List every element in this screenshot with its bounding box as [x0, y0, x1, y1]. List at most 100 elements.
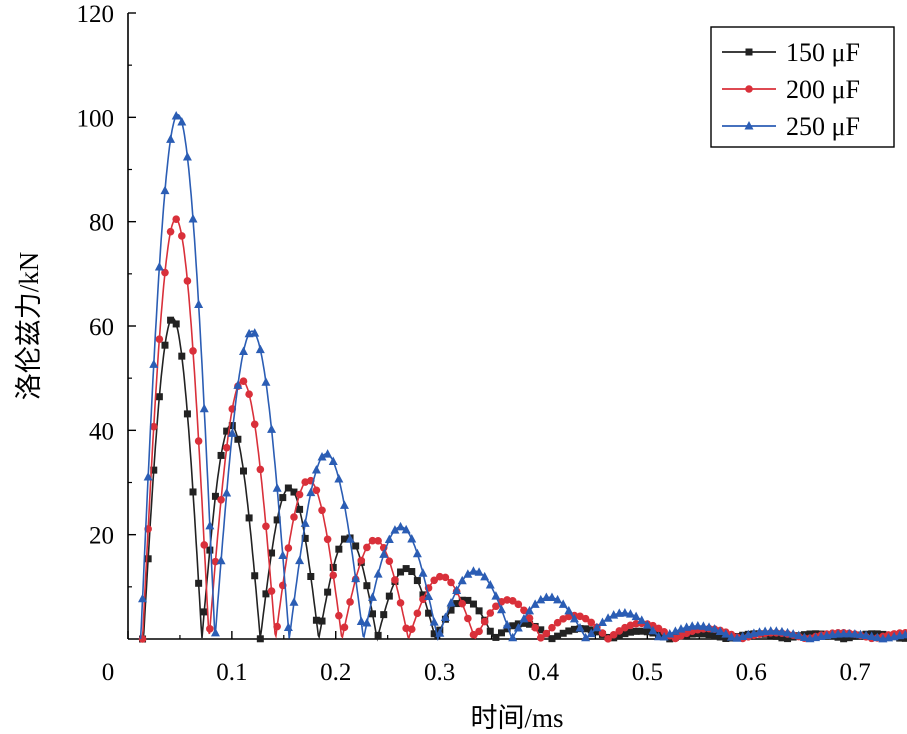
legend: 150 μF 200 μF 250 μF [710, 26, 895, 148]
legend-label: 200 μF [786, 75, 860, 104]
data-point [346, 598, 354, 606]
data-point [290, 513, 298, 521]
data-point [480, 571, 490, 581]
data-point [441, 573, 450, 582]
data-point [199, 403, 209, 413]
data-point [222, 487, 232, 497]
data-point [632, 627, 640, 635]
data-point [502, 619, 512, 629]
data-point [603, 613, 613, 622]
data-point [486, 627, 494, 635]
data-point [149, 359, 159, 368]
data-point [509, 622, 517, 630]
data-point [537, 626, 545, 634]
data-point [329, 563, 337, 571]
data-point [693, 620, 703, 630]
data-point [154, 262, 164, 271]
data-point [581, 632, 591, 642]
data-point [582, 625, 590, 633]
data-point [531, 623, 539, 632]
data-point [178, 232, 186, 240]
data-point [340, 623, 349, 632]
data-point [261, 377, 271, 386]
data-point [430, 576, 438, 585]
data-point [514, 600, 523, 609]
data-point [239, 467, 247, 475]
data-point [726, 632, 736, 641]
legend-label: 250 μF [786, 112, 860, 141]
data-point [475, 627, 483, 636]
data-point [155, 335, 164, 343]
data-point [492, 602, 500, 611]
data-point [143, 471, 153, 481]
data-point [457, 575, 467, 585]
data-point [722, 634, 730, 642]
data-point [597, 617, 607, 627]
data-point [850, 629, 860, 638]
y-tick-label: 40 [89, 418, 114, 445]
data-point [167, 316, 175, 324]
data-point [323, 449, 333, 458]
data-point [475, 607, 483, 615]
data-point [424, 591, 434, 600]
data-point [900, 629, 907, 639]
data-point [301, 534, 309, 542]
x-tick-label: 0 [102, 659, 115, 686]
data-point [368, 536, 377, 545]
data-point [402, 565, 410, 573]
data-point [464, 596, 472, 604]
data-point [239, 377, 248, 386]
data-point [547, 592, 557, 602]
data-point [525, 614, 534, 623]
data-point [503, 596, 511, 604]
data-point [251, 572, 259, 580]
data-point [694, 630, 702, 638]
legend-box [710, 26, 895, 148]
data-point [161, 268, 169, 277]
data-point [412, 548, 422, 558]
data-point [155, 393, 163, 401]
data-point [745, 48, 753, 56]
data-point [435, 628, 445, 637]
data-point [256, 465, 265, 474]
data-point [519, 613, 529, 623]
data-point [369, 610, 377, 618]
data-point [485, 580, 495, 589]
data-point [548, 635, 556, 643]
data-point [324, 588, 332, 596]
data-point [188, 213, 198, 223]
data-point [631, 611, 641, 621]
data-point [526, 620, 534, 628]
data-point [429, 617, 439, 626]
data-point [138, 593, 148, 603]
data-point [245, 390, 253, 399]
data-point [317, 451, 327, 461]
data-point [373, 569, 383, 578]
data-point [329, 571, 338, 580]
data-point [363, 582, 371, 590]
data-point [402, 624, 410, 633]
data-point [160, 185, 170, 195]
data-point [844, 628, 854, 638]
data-point [508, 632, 518, 642]
data-point [799, 632, 809, 641]
data-point [289, 597, 299, 606]
data-point [210, 627, 220, 637]
data-point [262, 590, 270, 598]
data-point [250, 328, 260, 337]
data-point [385, 592, 393, 600]
data-point [250, 420, 259, 429]
series-line [139, 113, 907, 642]
data-point [548, 623, 556, 632]
data-point [447, 606, 455, 614]
data-point [182, 151, 192, 161]
data-point [458, 599, 467, 608]
data-point [659, 632, 669, 641]
data-point [627, 628, 635, 636]
data-point [318, 617, 326, 625]
data-point [335, 545, 343, 553]
data-point [407, 534, 417, 543]
data-point [200, 541, 209, 549]
data-point [357, 556, 366, 565]
data-point [660, 627, 668, 636]
